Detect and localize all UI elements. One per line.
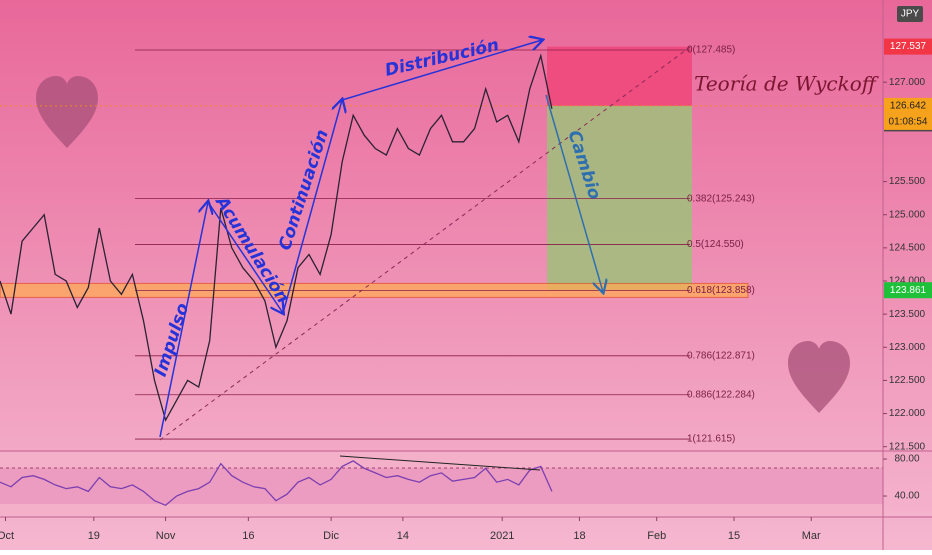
fib-label: 0.786(122.871) xyxy=(687,350,755,361)
heart-icon xyxy=(788,341,850,413)
fib-label: 0.5(124.550) xyxy=(687,239,744,250)
price-tag xyxy=(884,38,932,55)
x-tick-label: 18 xyxy=(573,530,585,542)
x-tick-label: 15 xyxy=(728,530,740,542)
divergence-line xyxy=(339,455,541,471)
y-tick-label: 127.000 xyxy=(889,77,926,88)
y-tick-label: 121.500 xyxy=(889,441,926,452)
zones xyxy=(0,46,883,440)
x-tick-label: Feb xyxy=(647,530,666,542)
x-tick-label: 2021 xyxy=(490,530,514,542)
price-line xyxy=(0,53,553,422)
target-zone xyxy=(547,105,692,291)
y-tick-label: 125.000 xyxy=(889,209,926,220)
price-tag xyxy=(884,282,932,299)
arrow xyxy=(282,100,342,314)
y-tick-label: 40.00 xyxy=(894,491,919,502)
trend-line xyxy=(159,46,691,441)
fib-label: 1(121.615) xyxy=(687,434,735,445)
y-tick-label: 125.500 xyxy=(889,176,926,187)
arrow xyxy=(545,94,603,292)
y-tick-label: 124.000 xyxy=(889,276,926,287)
countdown-label: 01:08:54 xyxy=(889,117,928,128)
arrow xyxy=(341,40,542,101)
y-tick-label: 123.000 xyxy=(889,342,926,353)
price-tag-label: 126.642 xyxy=(890,101,927,112)
heart-icon xyxy=(36,76,98,148)
x-tick-label: 16 xyxy=(242,530,254,542)
rsi-band xyxy=(0,468,883,504)
risk-zone xyxy=(547,46,692,106)
fib-label: 0(127.485) xyxy=(687,45,735,56)
fib-label: 0.618(123.858) xyxy=(687,285,755,296)
price-tag xyxy=(884,97,932,114)
plot xyxy=(0,53,553,507)
countdown-tag xyxy=(884,113,932,130)
price-line xyxy=(0,460,553,507)
fib-label: 0.886(122.284) xyxy=(687,389,755,400)
arrow xyxy=(207,201,283,313)
x-tick-label: Nov xyxy=(156,530,176,542)
currency-label: JPY xyxy=(901,9,920,20)
y-tick-label: 80.00 xyxy=(894,454,919,465)
x-tick-label: Oct xyxy=(0,530,14,542)
price-tag-label: 123.861 xyxy=(890,285,927,296)
x-tick-label: Mar xyxy=(802,530,821,542)
price-tag-label: 127.537 xyxy=(890,41,927,52)
y-tick-label: 122.500 xyxy=(889,375,926,386)
currency-badge xyxy=(897,6,923,22)
y-tick-label: 124.500 xyxy=(889,243,926,254)
y-tick-label: 122.000 xyxy=(889,408,926,419)
x-tick-label: 14 xyxy=(397,530,409,542)
chart-title: Teoría de Wyckoff xyxy=(694,72,880,96)
y-tick-label: 123.500 xyxy=(889,309,926,320)
fib-label: 0.382(125.243) xyxy=(687,193,755,204)
x-tick-label: Dic xyxy=(323,530,339,542)
arrow xyxy=(159,202,208,438)
x-tick-label: 19 xyxy=(88,530,100,542)
